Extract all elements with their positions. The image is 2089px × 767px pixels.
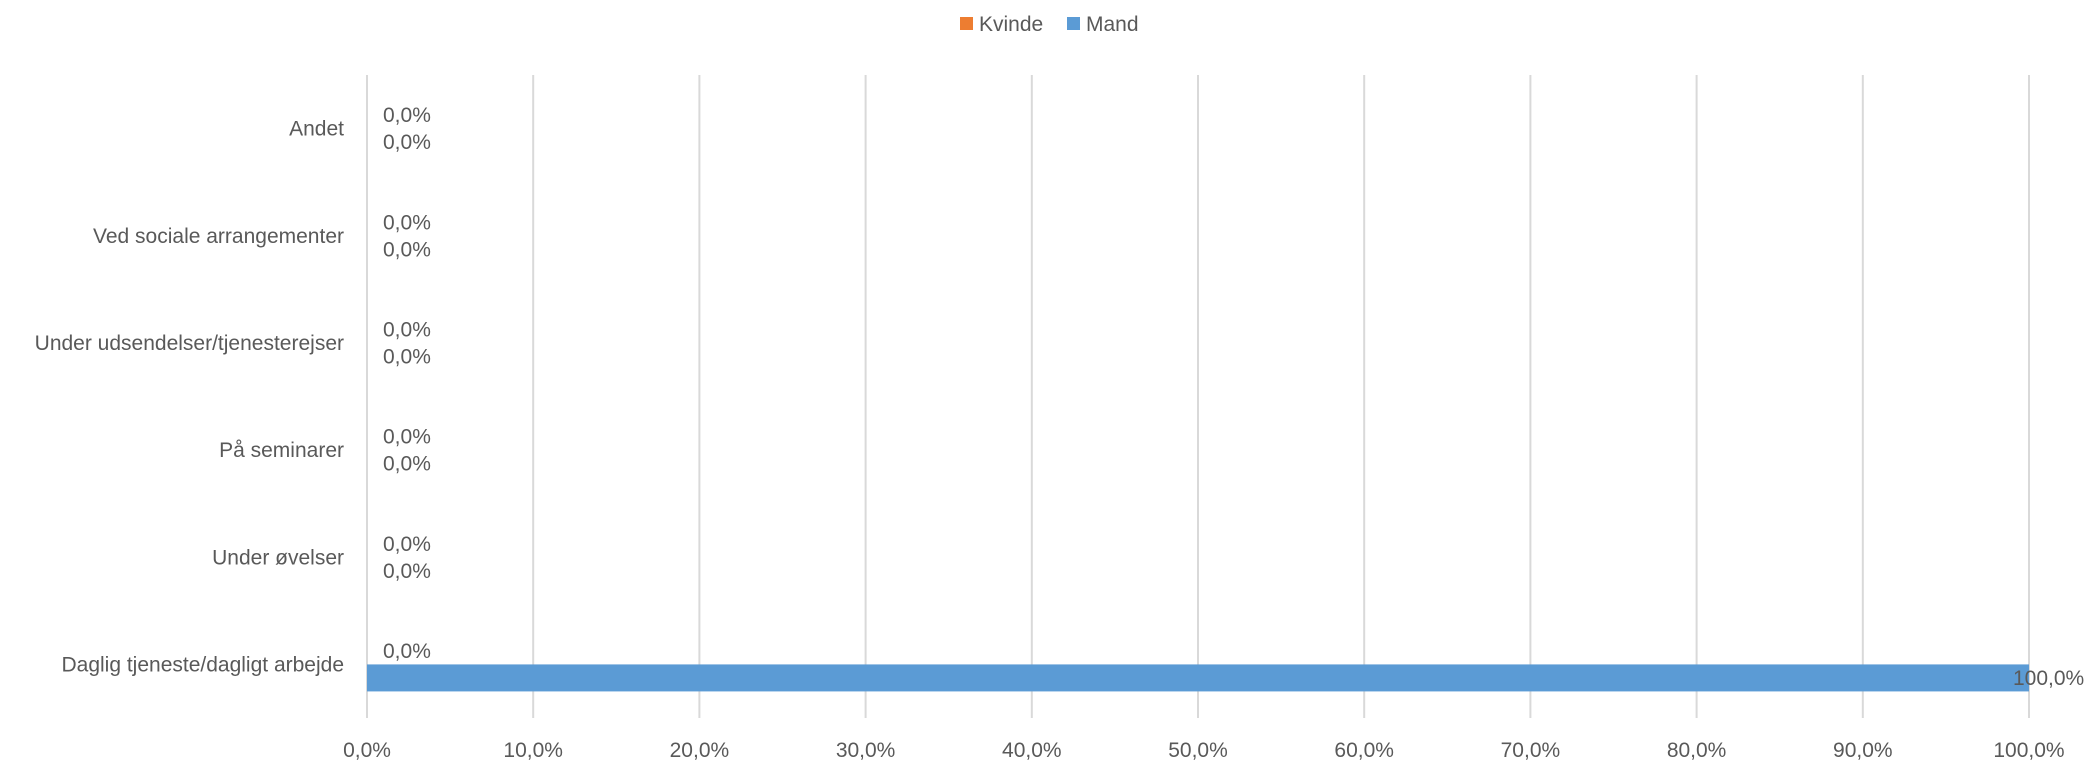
data-label-mand: 0,0% — [383, 238, 431, 261]
category-label: På seminarer — [219, 439, 344, 462]
x-tick-label: 90,0% — [1833, 739, 1893, 762]
x-tick-label: 0,0% — [343, 739, 391, 762]
data-label-kvinde: 0,0% — [383, 640, 431, 663]
data-label-kvinde: 0,0% — [383, 426, 431, 449]
data-label-kvinde: 0,0% — [383, 533, 431, 556]
data-label-mand: 0,0% — [383, 453, 431, 476]
legend-swatch — [1067, 17, 1080, 30]
x-tick-label: 70,0% — [1501, 739, 1561, 762]
category-label: Daglig tjeneste/dagligt arbejde — [61, 653, 344, 676]
data-labels: 0,0% 0,0% 0,0% 0,0% 0,0% 0,0% 0,0% 0,0% 0,0% 0,0%… — [383, 104, 2084, 690]
legend-label: Mand — [1086, 13, 1139, 36]
category-label: Under øvelser — [212, 546, 344, 569]
data-label-kvinde: 0,0% — [383, 211, 431, 234]
category-label: Andet — [289, 118, 344, 141]
category-labels: Andet Ved sociale arrangementer Under udse… — [35, 118, 344, 677]
category-label: Ved sociale arrangementer — [93, 225, 344, 248]
data-label-mand: 0,0% — [383, 131, 431, 154]
x-tick-label: 80,0% — [1667, 739, 1727, 762]
x-tick-label: 10,0% — [503, 739, 563, 762]
legend: Kvinde Mand — [960, 13, 1139, 36]
x-tick-label: 40,0% — [1002, 739, 1062, 762]
bars — [367, 664, 2029, 692]
legend-swatch — [960, 17, 973, 30]
x-tick-labels: 0,0% 10,0% 20,0% 30,0% 40,0% 50,0% 60,0% 70,0% 8… — [343, 739, 2065, 762]
bar-mand — [367, 664, 2029, 692]
data-label-mand: 0,0% — [383, 345, 431, 368]
data-label-mand: 0,0% — [383, 560, 431, 583]
x-tick-label: 20,0% — [670, 739, 730, 762]
data-label-kvinde: 0,0% — [383, 104, 431, 127]
x-tick-label: 30,0% — [836, 739, 896, 762]
category-label: Under udsendelser/tjenesterejser — [35, 332, 344, 355]
data-label-kvinde: 0,0% — [383, 318, 431, 341]
x-tick-label: 50,0% — [1168, 739, 1228, 762]
data-label-mand: 100,0% — [2013, 667, 2084, 690]
x-tick-label: 60,0% — [1334, 739, 1394, 762]
x-tick-label: 100,0% — [1993, 739, 2064, 762]
gridlines — [532, 75, 2030, 718]
legend-label: Kvinde — [979, 13, 1043, 36]
